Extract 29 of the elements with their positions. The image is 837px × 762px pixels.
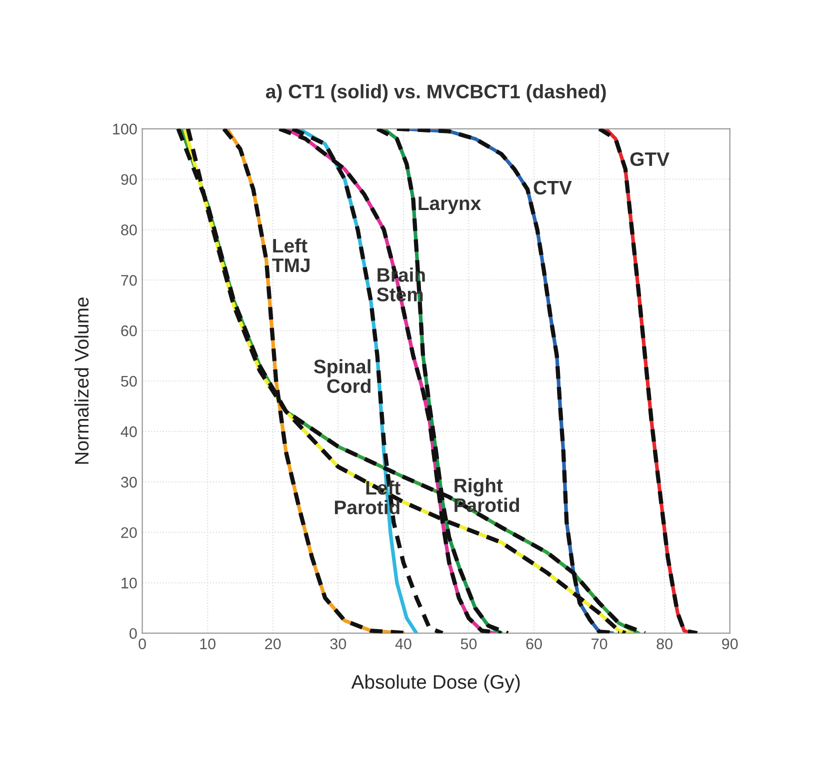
- x-tick-label: 0: [138, 638, 146, 650]
- x-tick-label: 30: [330, 638, 346, 650]
- annotation: Spinal Cord: [314, 359, 370, 393]
- y-axis-title: Normalized Volume: [74, 298, 89, 464]
- y-tick-label: 60: [121, 325, 137, 336]
- x-tick-label: 90: [722, 638, 738, 650]
- y-tick-label: 30: [121, 476, 137, 488]
- y-tick-label: 100: [113, 124, 137, 134]
- y-tick-label: 50: [121, 376, 137, 387]
- x-tick-label: 10: [200, 638, 216, 650]
- y-tick-label: 40: [120, 426, 137, 438]
- x-tick-label: 70: [592, 638, 608, 650]
- y-tick-label: 10: [122, 578, 137, 588]
- x-tick-label: 60: [526, 638, 542, 650]
- y-tick-label: 80: [121, 224, 137, 236]
- annotation: GTV: [630, 152, 670, 166]
- x-axis-title: Absolute Dose (Gy): [351, 674, 520, 693]
- annotation: Left TMJ: [272, 238, 310, 272]
- chart-title: a) CT1 (solid) vs. MVCBCT1 (dashed): [266, 84, 606, 102]
- x-tick-label: 80: [656, 638, 672, 650]
- y-tick-label: 0: [130, 628, 137, 639]
- x-tick-label: 50: [460, 638, 477, 650]
- annotation: CTV: [534, 180, 572, 195]
- y-tick-label: 20: [121, 527, 137, 538]
- y-tick-label: 70: [121, 274, 137, 286]
- x-tick-label: 20: [265, 638, 281, 650]
- y-tick-label: 90: [121, 174, 137, 185]
- annotation: Larynx: [418, 196, 482, 214]
- x-tick-label: 40: [395, 638, 412, 650]
